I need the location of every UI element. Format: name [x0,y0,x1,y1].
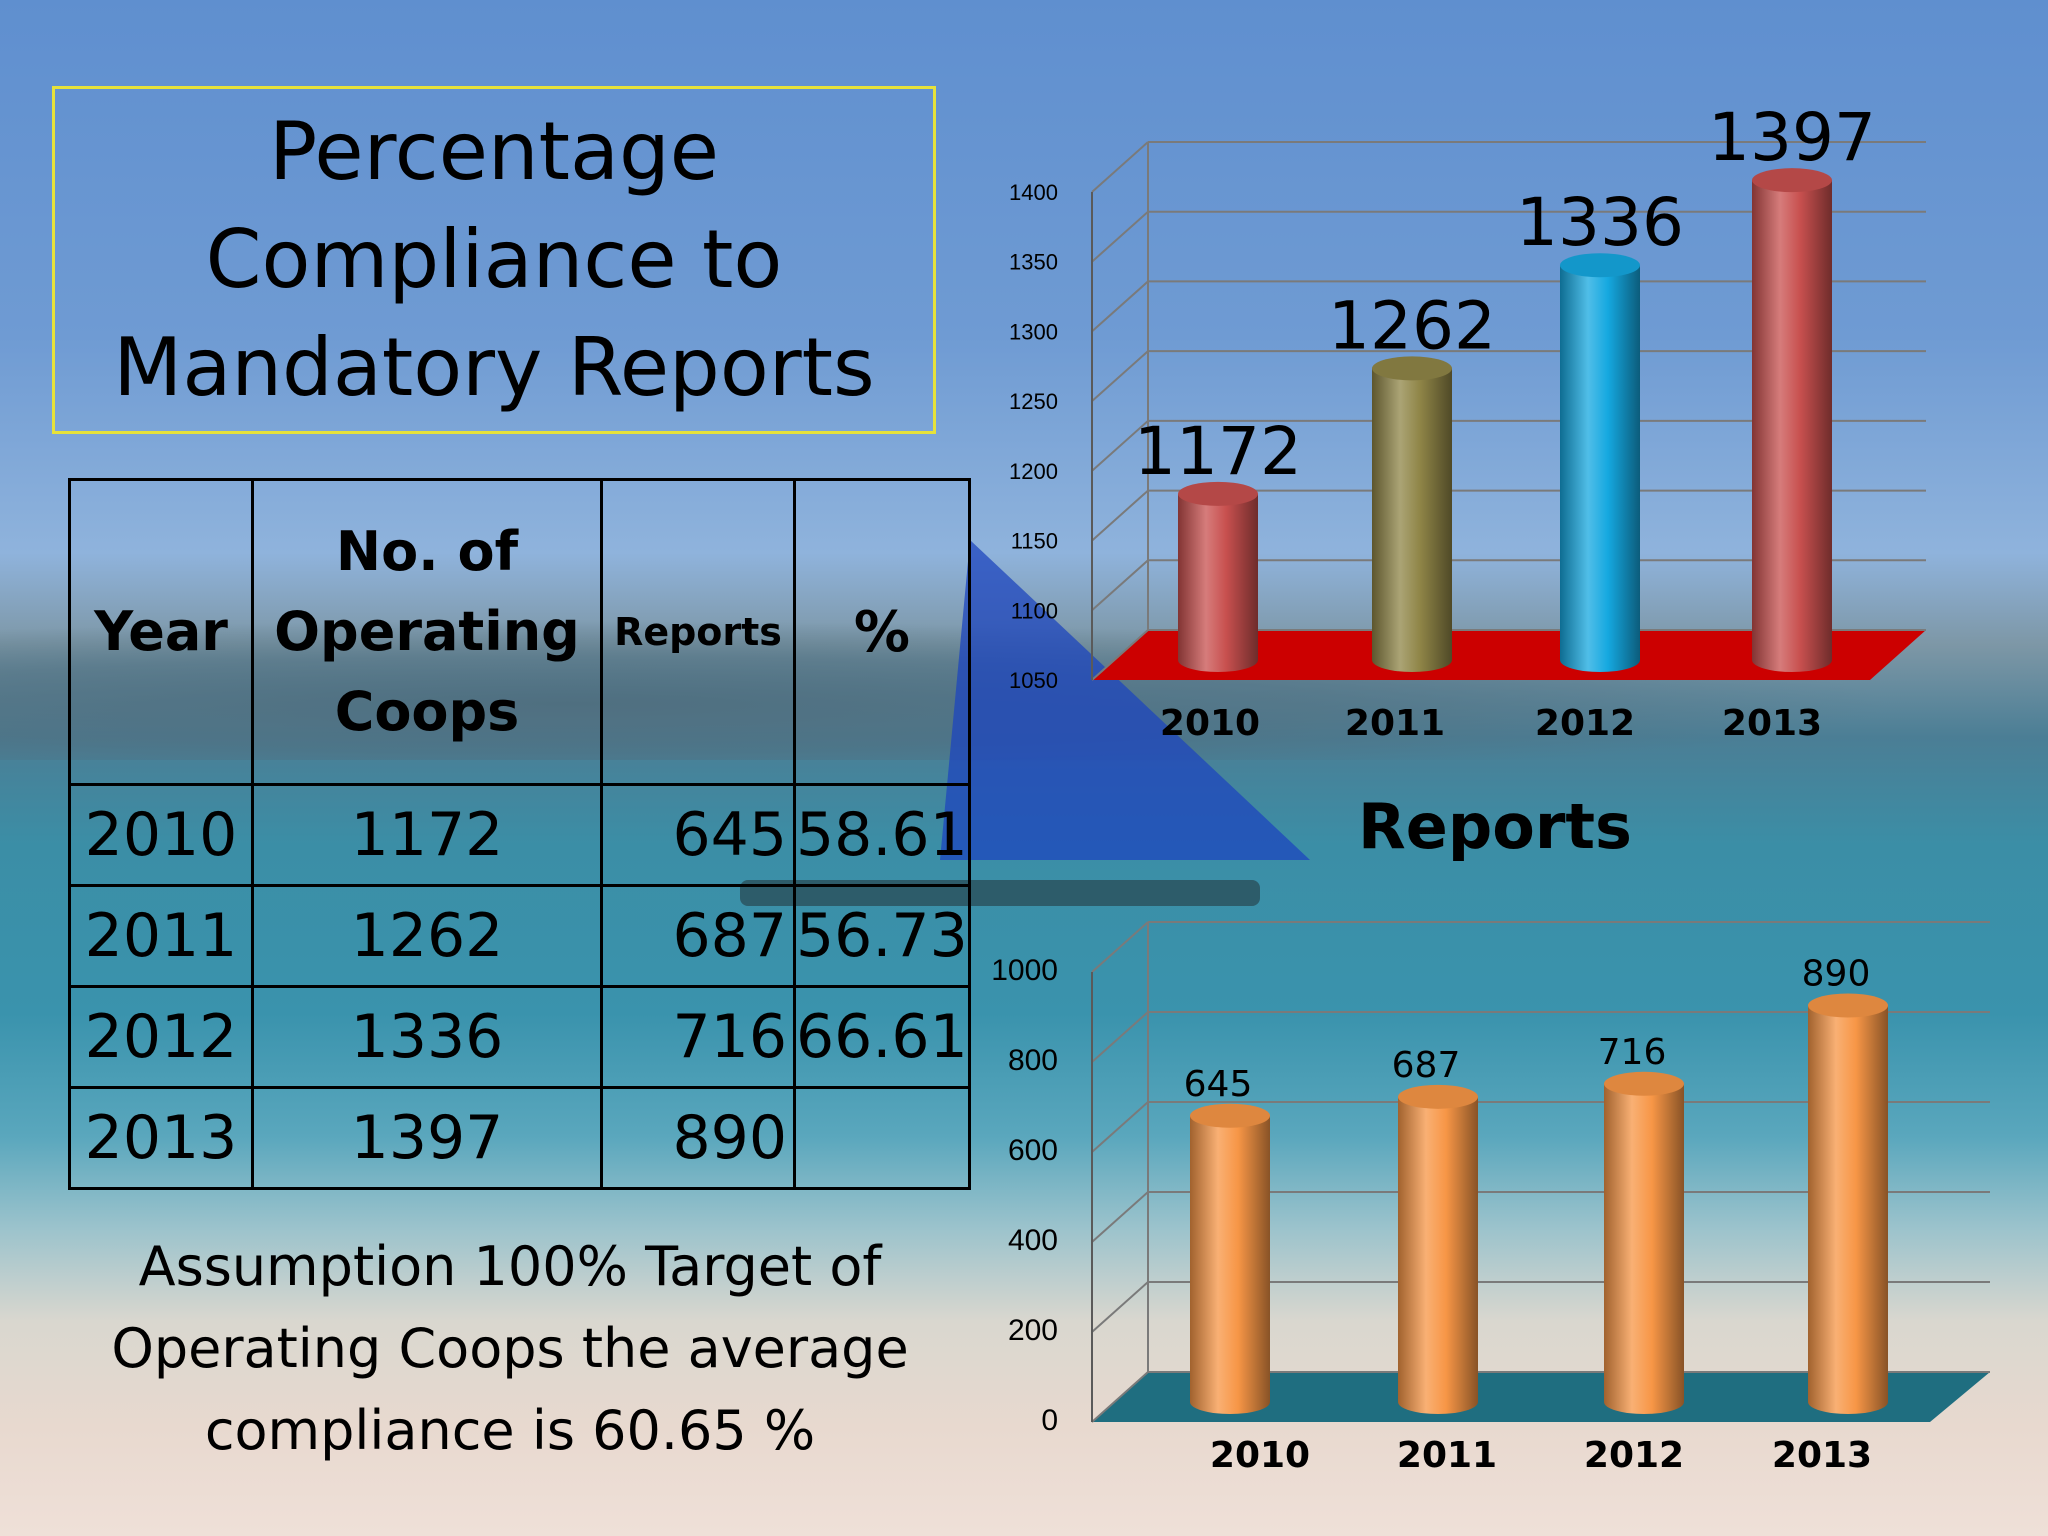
bar-top-2010 [1178,481,1258,506]
bar-2013 [1752,180,1832,672]
bar-2010 [1178,493,1258,672]
x-tick-label: 2012 [1535,703,1635,744]
bar-top-2013 [1808,993,1888,1018]
gridline-diagonal [1091,1101,1149,1153]
x-tick-label: 2013 [1772,1435,1872,1476]
y-tick-label: 600 [1008,1134,1058,1167]
gridline-diagonal [1091,141,1149,193]
bar-top-2013 [1752,168,1832,193]
y-tick-label: 1000 [991,954,1058,987]
cell-reports: 716 [600,985,796,1089]
compliance-note: Assumption 100% Target of Operating Coop… [111,1235,909,1462]
header-operating-coops: No. of Operating Coops [251,478,603,786]
bar-top-2012 [1560,253,1640,278]
cell-year: 2013 [68,1086,254,1190]
y-tick-label: 1150 [1011,529,1058,554]
y-tick-label: 400 [1008,1224,1058,1257]
data-label-2010: 1172 [1134,413,1302,490]
bar-2012 [1604,1083,1684,1414]
cell-year: 2010 [68,783,254,887]
table-row: 2011 1262 687 56.73 [68,884,971,988]
x-tick-label: 2011 [1345,703,1445,744]
y-tick-label: 1050 [1009,668,1058,693]
gridline-diagonal [1091,1011,1149,1063]
bar-top-2011 [1372,356,1452,381]
cell-percent: 58.61 [793,783,971,887]
chart-floor [1092,1372,1990,1422]
cell-reports: 645 [600,783,796,887]
table-row: 2013 1397 890 [68,1086,971,1190]
data-label-2013: 890 [1802,954,1871,995]
title-box: Percentage Compliance to Mandatory Repor… [52,86,936,434]
bar-top-2012 [1604,1071,1684,1096]
y-tick-label: 800 [1008,1044,1058,1077]
data-label-2011: 1262 [1328,287,1496,364]
table-row: 2012 1336 716 66.61 [68,985,971,1089]
y-tick-label: 1400 [1009,180,1058,205]
bar-2011 [1372,368,1452,672]
gridline-diagonal [1091,350,1149,402]
page-title: Percentage Compliance to Mandatory Repor… [113,105,875,414]
gridline-diagonal [1091,1281,1149,1333]
chart-title: Reports [1358,790,1632,863]
bar-top-2011 [1398,1084,1478,1109]
y-tick-label: 1350 [1009,250,1058,275]
cell-operating-coops: 1262 [251,884,603,988]
x-tick-label: 2012 [1584,1435,1684,1476]
cell-percent [793,1086,971,1190]
x-tick-label: 2010 [1210,1435,1310,1476]
data-label-2013: 1397 [1708,99,1876,176]
gridline-diagonal [1091,1191,1149,1243]
header-percent: % [793,478,971,786]
y-tick-label: 1200 [1009,459,1058,484]
x-tick-label: 2011 [1397,1435,1497,1476]
data-label-2012: 716 [1598,1032,1667,1073]
bar-2013 [1808,1005,1888,1414]
y-tick-label: 1250 [1009,389,1058,414]
gridline-diagonal [1091,1371,1149,1423]
bar-2010 [1190,1115,1270,1414]
cell-operating-coops: 1336 [251,985,603,1089]
data-label-2011: 687 [1392,1045,1461,1086]
header-reports: Reports [600,478,796,786]
gridline-diagonal [1091,921,1149,973]
cell-reports: 687 [600,884,796,988]
y-tick-label: 0 [1041,1404,1058,1437]
cell-percent: 56.73 [793,884,971,988]
cell-year: 2011 [68,884,254,988]
cell-operating-coops: 1172 [251,783,603,887]
gridline-diagonal [1091,489,1149,542]
cell-year: 2012 [68,985,254,1089]
compliance-table: Year No. of Operating Coops Reports % 2010… [68,478,971,1190]
cell-operating-coops: 1397 [251,1086,603,1190]
data-label-2012: 1336 [1516,184,1684,261]
bar-2011 [1398,1096,1478,1414]
x-tick-label: 2010 [1160,703,1260,744]
table-row: 2010 1172 645 58.61 [68,783,971,887]
chart-floor [1092,630,1926,680]
header-year: Year [68,478,254,786]
gridline-diagonal [1091,210,1149,263]
y-tick-label: 1100 [1011,598,1058,623]
data-label-2010: 645 [1184,1064,1253,1105]
cell-percent: 66.61 [793,985,971,1089]
gridline-diagonal [1091,280,1149,333]
gridline-diagonal [1091,559,1149,612]
y-tick-label: 200 [1008,1314,1058,1347]
gridline-diagonal [1091,629,1149,681]
cell-reports: 890 [600,1086,796,1190]
x-tick-label: 2013 [1722,703,1822,744]
gridline-diagonal [1091,420,1149,472]
table-header-row: Year No. of Operating Coops Reports % [68,478,971,786]
bar-2012 [1560,265,1640,672]
bar-top-2010 [1190,1103,1270,1128]
y-tick-label: 1300 [1009,319,1058,344]
